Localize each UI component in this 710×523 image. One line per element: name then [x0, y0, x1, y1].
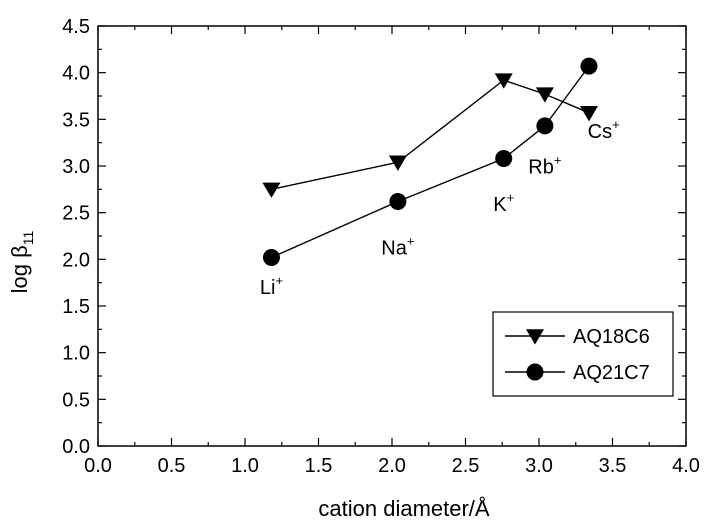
data-point — [495, 150, 513, 168]
data-point — [262, 182, 281, 198]
legend-item-aq18c6: AQ18C6 — [505, 326, 650, 348]
x-tick-label: 2.5 — [452, 455, 480, 477]
x-tick-label: 2.0 — [378, 455, 406, 477]
x-tick-label: 1.5 — [305, 455, 333, 477]
y-tick-label: 3.0 — [62, 156, 90, 178]
cation-label: Li+ — [260, 273, 283, 299]
y-axis-label-subscript: 11 — [20, 230, 36, 245]
y-tick-label: 2.0 — [62, 249, 90, 271]
axes: 0.0 0.5 1.0 1.5 2.0 2.5 3.0 3.5 4.0 0.0 0.5 1.0 1.5 2… — [62, 16, 700, 477]
legend-marker — [526, 329, 544, 345]
y-tick-label: 3.5 — [62, 109, 90, 131]
data-point — [536, 117, 554, 135]
y-tick-label: 4.5 — [62, 16, 90, 38]
x-tick-label: 0.0 — [84, 455, 112, 477]
data-point — [580, 57, 598, 75]
x-tick-label: 3.5 — [599, 455, 627, 477]
y-axis-label: log β11 — [7, 230, 36, 293]
series-aq21c7 — [262, 57, 598, 266]
x-tick-label: 4.0 — [672, 455, 700, 477]
cation-label: Na+ — [381, 234, 414, 260]
y-tick-label: 0.5 — [62, 389, 90, 411]
series-layer — [262, 57, 598, 266]
y-tick-label: 0.0 — [62, 436, 90, 458]
data-point — [535, 87, 554, 103]
legend-marker — [526, 363, 544, 381]
data-point — [389, 192, 407, 210]
data-point — [388, 155, 407, 171]
data-point — [579, 106, 598, 122]
cation-label: Rb+ — [528, 152, 561, 178]
legend-label: AQ18C6 — [573, 326, 650, 348]
legend-label: AQ21C7 — [573, 362, 650, 384]
x-tick-label: 3.0 — [525, 455, 553, 477]
legend-item-aq21c7: AQ21C7 — [505, 362, 650, 384]
y-tick-label: 1.0 — [62, 343, 90, 365]
x-tick-label: 0.5 — [158, 455, 186, 477]
y-tick-label: 4.0 — [62, 63, 90, 85]
y-axis-label-base: log β — [7, 245, 32, 293]
legend: AQ18C6 AQ21C7 — [492, 311, 674, 397]
x-axis-label: cation diameter/Å — [318, 496, 490, 521]
y-tick-label: 2.5 — [62, 203, 90, 225]
data-point — [494, 73, 513, 89]
y-tick-label: 1.5 — [62, 296, 90, 318]
cation-label: Cs+ — [588, 117, 620, 143]
cation-label: K+ — [493, 190, 514, 216]
data-point — [262, 248, 280, 266]
x-tick-label: 1.0 — [231, 455, 259, 477]
legend-box — [492, 311, 674, 397]
annotations: Li+ Na+ K+ Rb+ Cs+ — [260, 117, 620, 299]
series-aq18c6 — [262, 73, 598, 198]
